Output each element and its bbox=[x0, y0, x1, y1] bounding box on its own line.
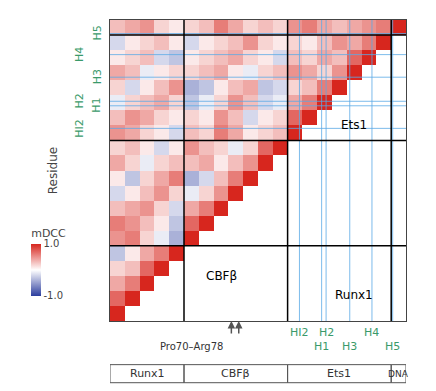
svg-text:H3: H3 bbox=[91, 69, 104, 84]
svg-text:H3: H3 bbox=[342, 340, 357, 353]
svg-text:Runx1: Runx1 bbox=[130, 367, 165, 380]
svg-text:CBFβ: CBFβ bbox=[221, 367, 250, 380]
svg-text:Runx1: Runx1 bbox=[335, 288, 373, 302]
svg-text:HI2: HI2 bbox=[290, 326, 309, 339]
svg-text:H1: H1 bbox=[90, 98, 103, 113]
svg-text:Pro70–Arg78: Pro70–Arg78 bbox=[160, 341, 223, 352]
svg-text:HI2: HI2 bbox=[73, 119, 86, 138]
svg-text:Ets1: Ets1 bbox=[341, 118, 367, 132]
svg-text:H4: H4 bbox=[364, 326, 379, 339]
svg-text:mDCC: mDCC bbox=[31, 227, 66, 240]
svg-text:Residue: Residue bbox=[46, 147, 60, 194]
svg-text:Ets1: Ets1 bbox=[327, 367, 351, 380]
svg-text:H2: H2 bbox=[73, 93, 86, 108]
svg-text:CBFβ: CBFβ bbox=[206, 269, 237, 283]
svg-text:DNA: DNA bbox=[388, 369, 409, 379]
svg-text:-1.0: -1.0 bbox=[44, 290, 64, 301]
svg-text:H5: H5 bbox=[385, 340, 400, 353]
svg-text:H2: H2 bbox=[319, 326, 334, 339]
svg-text:1.0: 1.0 bbox=[44, 238, 60, 249]
svg-text:H4: H4 bbox=[73, 47, 86, 62]
svg-text:H1: H1 bbox=[314, 340, 329, 353]
svg-text:H5: H5 bbox=[91, 25, 104, 40]
